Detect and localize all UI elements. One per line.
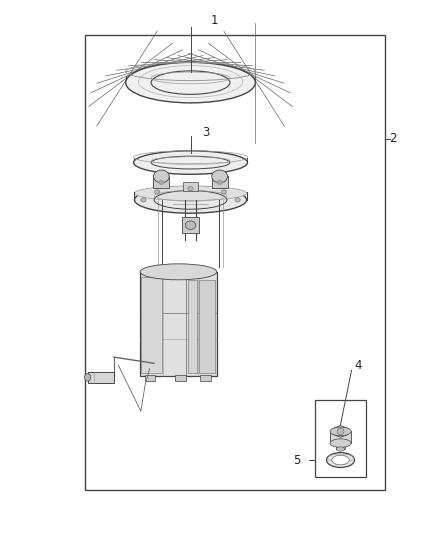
- Text: 2: 2: [389, 132, 397, 145]
- Ellipse shape: [336, 447, 345, 451]
- Bar: [88, 372, 114, 383]
- Ellipse shape: [217, 180, 223, 184]
- Text: 4: 4: [354, 359, 362, 372]
- Ellipse shape: [140, 264, 217, 280]
- Ellipse shape: [212, 170, 228, 183]
- Ellipse shape: [330, 439, 351, 447]
- Ellipse shape: [141, 198, 146, 202]
- Bar: [141, 278, 162, 373]
- Text: 1: 1: [211, 14, 219, 27]
- Bar: [153, 176, 169, 188]
- Bar: [330, 431, 351, 443]
- Bar: [183, 182, 198, 191]
- Bar: [175, 375, 186, 381]
- Bar: [182, 217, 199, 233]
- Ellipse shape: [185, 221, 196, 229]
- Polygon shape: [333, 425, 348, 437]
- Ellipse shape: [153, 170, 169, 183]
- Bar: [145, 375, 155, 381]
- Ellipse shape: [188, 187, 193, 191]
- Ellipse shape: [337, 428, 344, 434]
- Bar: [199, 279, 215, 373]
- Ellipse shape: [155, 190, 160, 194]
- Bar: [200, 375, 211, 381]
- Ellipse shape: [159, 180, 164, 184]
- Ellipse shape: [134, 186, 247, 200]
- Ellipse shape: [134, 151, 247, 174]
- Bar: [187, 279, 197, 373]
- Text: 5: 5: [293, 454, 300, 466]
- Ellipse shape: [326, 453, 354, 467]
- Bar: [140, 272, 217, 376]
- Ellipse shape: [332, 455, 349, 465]
- Ellipse shape: [126, 62, 255, 103]
- Ellipse shape: [235, 198, 240, 202]
- Text: 3: 3: [202, 126, 209, 139]
- Ellipse shape: [330, 427, 351, 435]
- Bar: [212, 176, 228, 188]
- Ellipse shape: [221, 190, 226, 194]
- Bar: [85, 35, 385, 490]
- Bar: [315, 400, 366, 477]
- Ellipse shape: [134, 187, 247, 213]
- Ellipse shape: [85, 374, 91, 381]
- Bar: [336, 442, 345, 449]
